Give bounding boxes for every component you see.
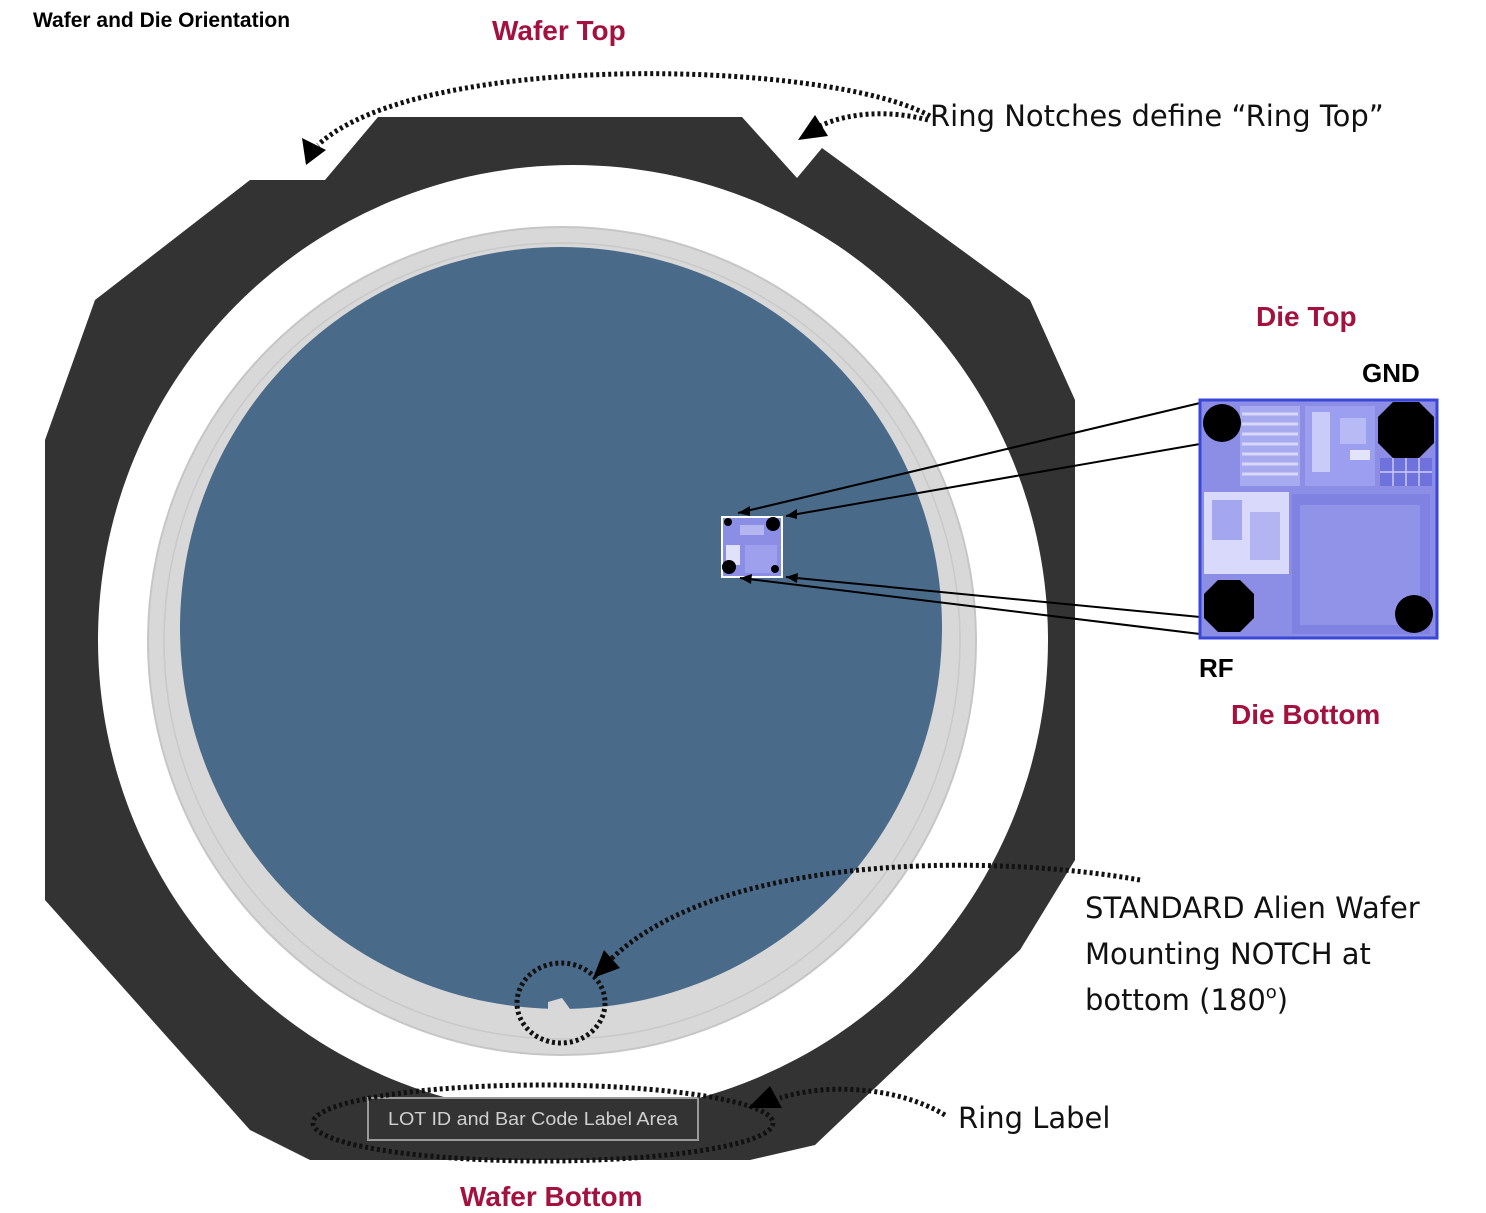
leader-line-bottom-1	[785, 576, 1201, 618]
ring-notch-callout-left	[316, 71, 932, 147]
wafer-bottom-label: Wafer Bottom	[460, 1181, 643, 1212]
wafer-surface	[180, 247, 942, 1009]
label-highlight-ellipse	[310, 1082, 776, 1164]
leader-arrowhead	[786, 509, 797, 519]
label-area-text: LOT ID and Bar Code Label Area	[388, 1109, 679, 1129]
arrowhead	[748, 1086, 782, 1108]
ring-notch-callout-right	[818, 111, 929, 129]
ring-label-note: Ring Label	[958, 1101, 1110, 1135]
leader-arrowhead	[740, 574, 752, 584]
die-pad	[1395, 595, 1433, 633]
wafer-mounting-notch	[548, 998, 570, 1009]
wafer-edge-inner-line	[163, 242, 961, 1040]
label-area-box	[367, 1097, 699, 1141]
notch-note-close: )	[1277, 983, 1288, 1017]
arrowhead	[302, 138, 326, 165]
die-pad	[1203, 404, 1241, 442]
notch-note: STANDARD Alien Wafer Mounting NOTCH at b…	[1085, 891, 1429, 1017]
die-top-label: Die Top	[1256, 301, 1357, 332]
gnd-pad	[1378, 402, 1434, 458]
ring-label-callout-line	[779, 1086, 947, 1118]
notch-note-line-1: STANDARD Alien Wafer	[1085, 891, 1420, 925]
leader-arrowhead	[738, 506, 750, 516]
rf-label: RF	[1199, 653, 1234, 683]
gnd-label: GND	[1362, 358, 1420, 388]
notch-note-degree: o	[1266, 982, 1277, 1003]
leader-line-bottom-2	[739, 577, 1201, 635]
notch-highlight-circle	[514, 960, 608, 1046]
arrowhead	[798, 115, 828, 140]
rf-pad	[1204, 580, 1254, 632]
notch-callout-line	[606, 862, 1141, 964]
page-title: Wafer and Die Orientation	[33, 9, 290, 32]
arrowhead	[593, 950, 620, 978]
die-on-wafer	[721, 516, 783, 578]
leader-arrowhead	[786, 573, 798, 583]
notch-note-line-2: Mounting NOTCH at	[1085, 937, 1371, 971]
die-bottom-label: Die Bottom	[1231, 699, 1380, 730]
wafer-top-label: Wafer Top	[492, 15, 626, 46]
die-enlarged	[1198, 398, 1439, 640]
leader-line-top-1	[737, 402, 1201, 514]
leader-line-top-2	[785, 443, 1201, 517]
ring-notch-note: Ring Notches define “Ring Top”	[930, 99, 1384, 133]
notch-note-line-3: bottom (180	[1085, 983, 1266, 1017]
